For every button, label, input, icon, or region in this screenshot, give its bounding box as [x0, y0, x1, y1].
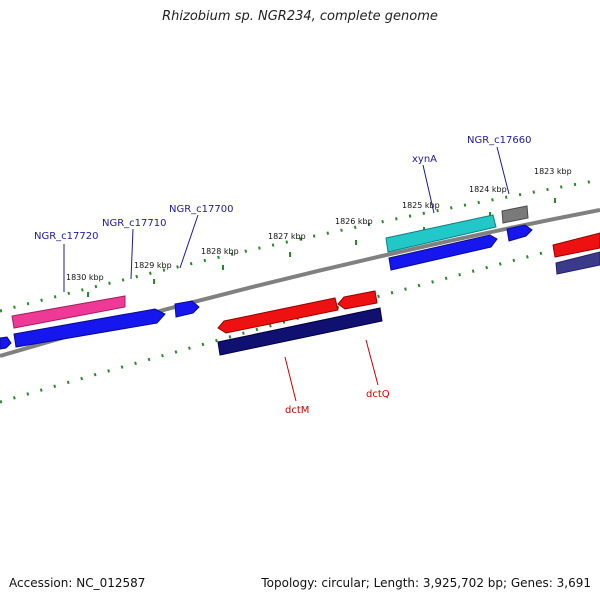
scale-label-1829: 1829 kbp [134, 261, 172, 270]
gene-label-dctM: dctM [285, 405, 309, 416]
gene-label-xynA: xynA [412, 154, 437, 165]
gene-dctM-red [217, 297, 339, 334]
gene-label-NGR-c17700: NGR_c17700 [169, 204, 234, 215]
gene-labels: NGR_c17720 NGR_c17710 NGR_c17700 xynA NG… [34, 135, 532, 416]
scale-label-1827: 1827 kbp [268, 232, 306, 241]
gene-blue-forward-2 [388, 234, 498, 271]
map-title: Rhizobium sp. NGR234, complete genome [162, 9, 438, 24]
scale-label-1824: 1824 kbp [469, 185, 507, 194]
connector-NGR-c17710 [130, 228, 134, 280]
inner-tick-track [0, 236, 600, 404]
label-connectors [63, 146, 510, 402]
gene-label-NGR-c17710: NGR_c17710 [102, 218, 167, 229]
gene-NGR-c17720-pink [11, 295, 126, 329]
scale-label-1830: 1830 kbp [66, 273, 104, 282]
connector-dctQ [365, 339, 379, 386]
gene-xynA-cyan [385, 214, 497, 253]
gene-label-NGR-c17660: NGR_c17660 [467, 135, 532, 146]
gene-navy-reverse [217, 307, 383, 356]
scale-label-1823: 1823 kbp [534, 167, 572, 176]
gene-NGR-c17660-gray [501, 205, 529, 224]
gene-red-edge-right [552, 232, 600, 258]
outer-tick-track [0, 178, 600, 313]
gene-label-NGR-c17720: NGR_c17720 [34, 231, 99, 242]
scale-labels: 1830 kbp 1829 kbp 1828 kbp 1827 kbp 1826… [66, 167, 572, 282]
gene-blue-forward-3 [506, 224, 533, 242]
connector-dctM [284, 356, 297, 402]
connector-NGR-c17700 [179, 214, 199, 269]
scale-label-1825: 1825 kbp [402, 201, 440, 210]
gene-blue-edge-left [0, 336, 12, 350]
gene-dctQ-red [337, 290, 378, 310]
reverse-genes [217, 290, 383, 356]
gene-label-dctQ: dctQ [366, 389, 390, 400]
gene-blue-forward-1 [13, 308, 166, 348]
scale-label-1828: 1828 kbp [201, 247, 239, 256]
scale-label-1826: 1826 kbp [335, 217, 373, 226]
topology-label: Topology: circular; Length: 3,925,702 bp… [261, 576, 591, 590]
connector-xynA [422, 164, 435, 214]
gene-blue-forward-small [174, 300, 200, 318]
accession-label: Accession: NC_012587 [9, 576, 146, 590]
gene-slate-edge-right [555, 251, 600, 275]
connector-NGR-c17660 [496, 146, 510, 195]
forward-genes [0, 205, 600, 350]
